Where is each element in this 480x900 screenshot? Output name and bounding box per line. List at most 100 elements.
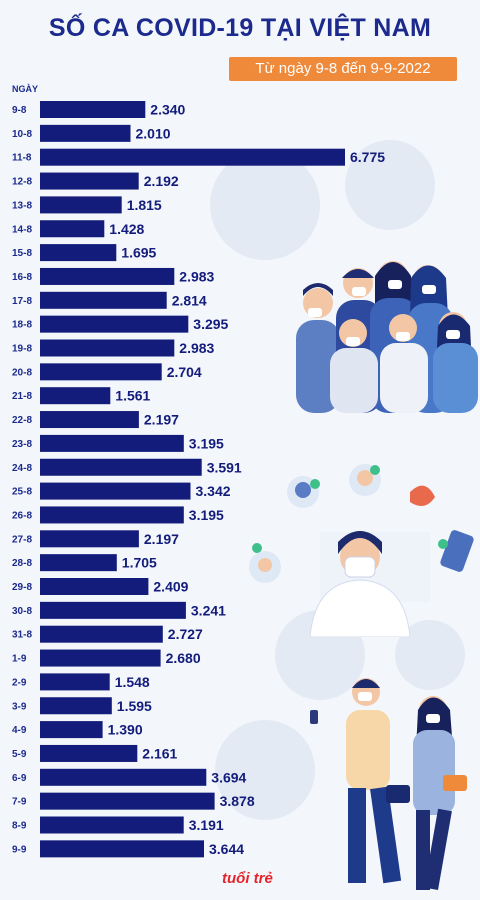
bar [40, 601, 186, 619]
bar [40, 315, 189, 333]
category-label: 7-9 [12, 797, 27, 808]
value-label: 1.390 [108, 722, 143, 738]
bar [40, 434, 184, 452]
category-label: 13-8 [12, 200, 32, 211]
value-label: 1.695 [121, 245, 156, 261]
value-label: 3.694 [211, 769, 246, 785]
bar [40, 840, 204, 858]
value-label: 1.428 [109, 221, 144, 237]
value-label: 2.192 [144, 173, 179, 189]
category-label: 12-8 [12, 177, 32, 188]
bar [40, 387, 111, 405]
value-label: 3.342 [196, 483, 231, 499]
value-label: 2.983 [179, 340, 214, 356]
category-label: 25-8 [12, 487, 32, 498]
category-label: 16-8 [12, 272, 32, 283]
value-label: 3.591 [207, 459, 242, 475]
category-label: 29-8 [12, 582, 32, 593]
bar [40, 411, 139, 429]
bar [40, 244, 117, 262]
value-label: 2.197 [144, 531, 179, 547]
category-label: 11-8 [12, 153, 32, 164]
value-label: 3.878 [220, 793, 255, 809]
value-label: 3.195 [189, 507, 224, 523]
category-label: 15-8 [12, 248, 32, 259]
bar [40, 482, 191, 500]
category-label: 8-9 [12, 821, 27, 832]
value-label: 2.409 [153, 579, 188, 595]
category-label: 6-9 [12, 773, 27, 784]
bar [40, 267, 175, 285]
value-label: 3.644 [209, 841, 244, 857]
virus-decoration-icon [215, 720, 315, 820]
bar [40, 625, 163, 643]
value-label: 1.595 [117, 698, 152, 714]
category-label: 23-8 [12, 439, 32, 450]
category-label: 27-8 [12, 534, 32, 545]
bar [40, 148, 345, 166]
virus-decoration-icon [210, 150, 320, 260]
bar [40, 363, 162, 381]
bar [40, 220, 105, 238]
category-label: 9-9 [12, 844, 27, 855]
bar [40, 172, 139, 190]
value-label: 1.815 [127, 197, 162, 213]
category-label: 19-8 [12, 344, 32, 355]
value-label: 1.548 [115, 674, 150, 690]
value-label: 1.705 [122, 555, 157, 571]
category-label: 2-9 [12, 677, 27, 688]
category-label: 30-8 [12, 606, 32, 617]
category-label: 24-8 [12, 463, 32, 474]
value-label: 3.195 [189, 435, 224, 451]
bar [40, 721, 103, 739]
bar [40, 768, 207, 786]
value-label: 2.983 [179, 268, 214, 284]
value-label: 3.241 [191, 602, 226, 618]
bar [40, 530, 139, 548]
category-label: 18-8 [12, 320, 32, 331]
value-label: 2.680 [166, 650, 201, 666]
category-label: 26-8 [12, 510, 32, 521]
category-label: 21-8 [12, 391, 32, 402]
bar [40, 816, 184, 834]
category-label: 17-8 [12, 296, 32, 307]
value-label: 1.561 [115, 388, 150, 404]
bar [40, 697, 112, 715]
category-label: 31-8 [12, 630, 32, 641]
value-label: 3.295 [193, 316, 228, 332]
people-crowd-illustration [296, 261, 478, 413]
value-label: 2.727 [168, 626, 203, 642]
bar [40, 506, 184, 524]
category-label: 5-9 [12, 749, 27, 760]
value-label: 2.704 [167, 364, 202, 380]
category-label: 4-9 [12, 725, 27, 736]
category-label: 9-8 [12, 105, 27, 116]
category-label: 1-9 [12, 654, 27, 665]
value-label: 6.775 [350, 149, 385, 165]
y-axis-label: NGÀY [12, 84, 39, 94]
virus-decoration-icon [345, 140, 435, 230]
doctor-illustration [249, 464, 474, 637]
category-label: 14-8 [12, 224, 32, 235]
page-title: SỐ CA COVID-19 TẠI VIỆT NAM [48, 14, 432, 42]
value-label: 2.197 [144, 412, 179, 428]
date-range-badge: Từ ngày 9-8 đến 9-9-2022 [229, 57, 457, 81]
value-label: 2.161 [142, 745, 177, 761]
category-label: 22-8 [12, 415, 32, 426]
bar [40, 196, 122, 214]
brand-logo: tuổi trẻ [222, 870, 273, 887]
bar [40, 101, 146, 118]
bar [40, 649, 161, 667]
bar [40, 124, 131, 142]
bar [40, 744, 138, 762]
bar [40, 578, 149, 595]
bar [40, 339, 175, 357]
value-label: 3.191 [189, 817, 224, 833]
bar [40, 458, 202, 476]
category-label: 28-8 [12, 558, 32, 569]
value-label: 2.340 [150, 102, 185, 118]
walking-couple-illustration [310, 678, 467, 891]
category-label: 20-8 [12, 367, 32, 378]
bar [40, 792, 215, 810]
bar [40, 554, 117, 572]
